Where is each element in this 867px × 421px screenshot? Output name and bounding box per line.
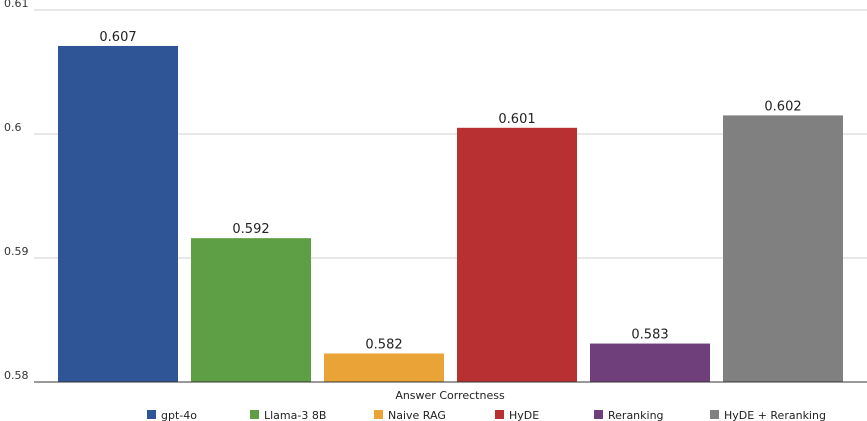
legend-swatch bbox=[594, 410, 603, 419]
y-tick-label: 0.6 bbox=[4, 121, 22, 134]
y-axis-tick-labels: 0.58 0.59 0.6 0.61 bbox=[4, 0, 29, 382]
y-tick-label: 0.61 bbox=[4, 0, 29, 10]
x-axis-label: Answer Correctness bbox=[395, 389, 505, 402]
legend-label: HyDE bbox=[509, 409, 539, 421]
legend-swatch bbox=[374, 410, 383, 419]
y-tick-label: 0.58 bbox=[4, 369, 29, 382]
bars bbox=[58, 45, 843, 383]
bar-gpt-4o bbox=[58, 45, 178, 383]
legend-swatch bbox=[710, 410, 719, 419]
legend-label: Llama-3 8B bbox=[264, 409, 326, 421]
bar-hyde-reranking bbox=[723, 115, 843, 383]
legend-label: HyDE + Reranking bbox=[724, 409, 826, 421]
legend-label: gpt-4o bbox=[161, 409, 197, 421]
bar-naive-rag bbox=[324, 353, 444, 382]
data-label: 0.601 bbox=[498, 112, 535, 127]
legend-label: Reranking bbox=[608, 409, 664, 421]
legend: gpt-4o Llama-3 8B Naive RAG HyDE Reranking Hy… bbox=[147, 409, 826, 421]
data-label: 0.583 bbox=[631, 328, 668, 343]
legend-item: Llama-3 8B bbox=[250, 409, 326, 421]
legend-swatch bbox=[495, 410, 504, 419]
legend-label: Naive RAG bbox=[388, 409, 446, 421]
data-label: 0.592 bbox=[232, 222, 269, 237]
bar-hyde bbox=[457, 127, 577, 382]
legend-item: Naive RAG bbox=[374, 409, 446, 421]
bar-reranking bbox=[590, 343, 710, 382]
y-tick-label: 0.59 bbox=[4, 245, 29, 258]
legend-item: HyDE bbox=[495, 409, 539, 421]
data-labels: 0.607 0.592 0.582 0.601 0.583 0.602 bbox=[99, 30, 801, 353]
legend-item: HyDE + Reranking bbox=[710, 409, 826, 421]
legend-item: gpt-4o bbox=[147, 409, 197, 421]
data-label: 0.582 bbox=[365, 337, 402, 352]
bar-llama-3-8b bbox=[191, 238, 311, 382]
legend-swatch bbox=[147, 410, 156, 419]
data-label: 0.607 bbox=[99, 30, 136, 45]
legend-swatch bbox=[250, 410, 259, 419]
data-label: 0.602 bbox=[764, 99, 801, 114]
legend-item: Reranking bbox=[594, 409, 664, 421]
